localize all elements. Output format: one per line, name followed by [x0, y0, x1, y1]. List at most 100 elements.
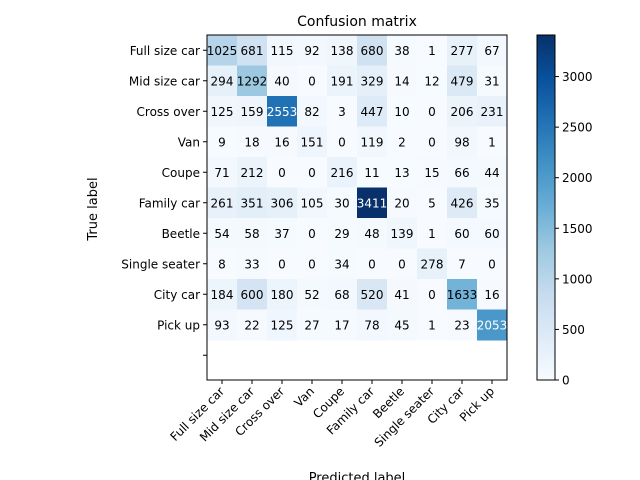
cell-value-label: 98 [454, 135, 469, 149]
cell-value-label: 125 [211, 105, 234, 119]
y-tick-label: City car [154, 288, 200, 302]
matrix-cell [237, 248, 268, 280]
matrix-cell [267, 218, 298, 249]
matrix-cell [267, 279, 298, 310]
cell-value-label: 1 [488, 135, 496, 149]
cell-value-label: 68 [334, 288, 349, 302]
cell-value-label: 66 [454, 166, 469, 180]
cell-value-label: 0 [278, 166, 286, 180]
cell-value-label: 22 [244, 318, 259, 332]
matrix-cell [477, 309, 508, 341]
cell-value-label: 1633 [447, 288, 478, 302]
matrix-cell [237, 126, 268, 158]
cell-value-label: 138 [331, 44, 354, 58]
cell-value-label: 82 [304, 105, 319, 119]
matrix-cell [267, 157, 298, 188]
cell-value-label: 71 [214, 166, 229, 180]
matrix-cell [477, 157, 508, 188]
y-tick-label: Single seater [121, 257, 200, 271]
cell-value-label: 44 [484, 166, 499, 180]
cell-value-label: 8 [218, 257, 226, 271]
matrix-cell [297, 309, 328, 341]
matrix-cell [297, 157, 328, 188]
cell-value-label: 329 [361, 74, 384, 88]
matrix-cell [297, 187, 328, 219]
cell-value-label: 278 [421, 257, 444, 271]
cell-value-label: 17 [334, 318, 349, 332]
matrix-cell [327, 279, 358, 310]
matrix-cell [387, 248, 418, 280]
matrix-cell [267, 309, 298, 341]
matrix-cell [297, 248, 328, 280]
matrix-cell [237, 218, 268, 249]
cell-value-label: 139 [391, 227, 414, 241]
cell-value-label: 0 [368, 257, 376, 271]
cell-value-label: 13 [394, 166, 409, 180]
matrix-cell [417, 126, 448, 158]
cell-value-label: 0 [428, 135, 436, 149]
matrix-cell [477, 96, 508, 127]
matrix-cell [447, 279, 478, 310]
cell-value-label: 60 [454, 227, 469, 241]
y-tick-label: Cross over [137, 105, 201, 119]
cell-value-label: 0 [488, 257, 496, 271]
x-tick-label: Van [291, 384, 317, 410]
matrix-cell [207, 279, 238, 310]
cell-value-label: 0 [278, 257, 286, 271]
cell-value-label: 0 [308, 166, 316, 180]
matrix-cell [417, 279, 448, 310]
matrix-cell [417, 65, 448, 97]
colorbar-tick-label: 2000 [562, 171, 593, 185]
colorbar-tick-label: 1000 [562, 272, 593, 286]
matrix-cell [447, 157, 478, 188]
matrix-cell [447, 248, 478, 280]
matrix-cell [357, 96, 388, 127]
matrix-cell [327, 65, 358, 97]
matrix-cell [387, 279, 418, 310]
chart-title: Confusion matrix [297, 14, 417, 30]
cell-value-label: 520 [361, 288, 384, 302]
cell-value-label: 180 [271, 288, 294, 302]
cell-value-label: 1025 [207, 44, 238, 58]
cell-value-label: 93 [214, 318, 229, 332]
cell-value-label: 105 [301, 196, 324, 210]
matrix-cell [387, 65, 418, 97]
cell-value-label: 426 [451, 196, 474, 210]
matrix-cell [477, 187, 508, 219]
matrix-cell [327, 309, 358, 341]
cell-value-label: 119 [361, 135, 384, 149]
matrix-cell [207, 35, 238, 66]
colorbar-tick-label: 0 [562, 374, 570, 388]
matrix-cell [357, 218, 388, 249]
matrix-cell [207, 218, 238, 249]
cell-value-label: 0 [428, 288, 436, 302]
matrix-cell [387, 187, 418, 219]
matrix-cell [447, 218, 478, 249]
matrix-cell [477, 218, 508, 249]
x-axis-label: Predicted label [309, 471, 406, 480]
cell-value-label: 3 [338, 105, 346, 119]
cell-value-label: 2553 [267, 105, 298, 119]
matrix-cell [447, 35, 478, 66]
matrix-cell [417, 248, 448, 280]
colorbar: 0 500 1000 1500 2000 2500 3000 [536, 34, 593, 388]
cell-value-label: 151 [301, 135, 324, 149]
cell-value-label: 0 [338, 135, 346, 149]
y-axis-label: True label [86, 177, 101, 241]
cell-value-label: 92 [304, 44, 319, 58]
cell-value-label: 159 [241, 105, 264, 119]
matrix-cell [387, 126, 418, 158]
cell-value-label: 48 [364, 227, 379, 241]
cell-value-label: 231 [481, 105, 504, 119]
matrix-cell [417, 187, 448, 219]
cell-value-label: 294 [211, 74, 234, 88]
cell-value-label: 216 [331, 166, 354, 180]
matrix-cell [327, 126, 358, 158]
y-tick-label: Coupe [162, 166, 200, 180]
colorbar-tick-label: 3000 [562, 70, 593, 84]
matrix-cell [387, 218, 418, 249]
cell-value-label: 125 [271, 318, 294, 332]
matrix-cell [357, 279, 388, 310]
matrix-cell [417, 309, 448, 341]
